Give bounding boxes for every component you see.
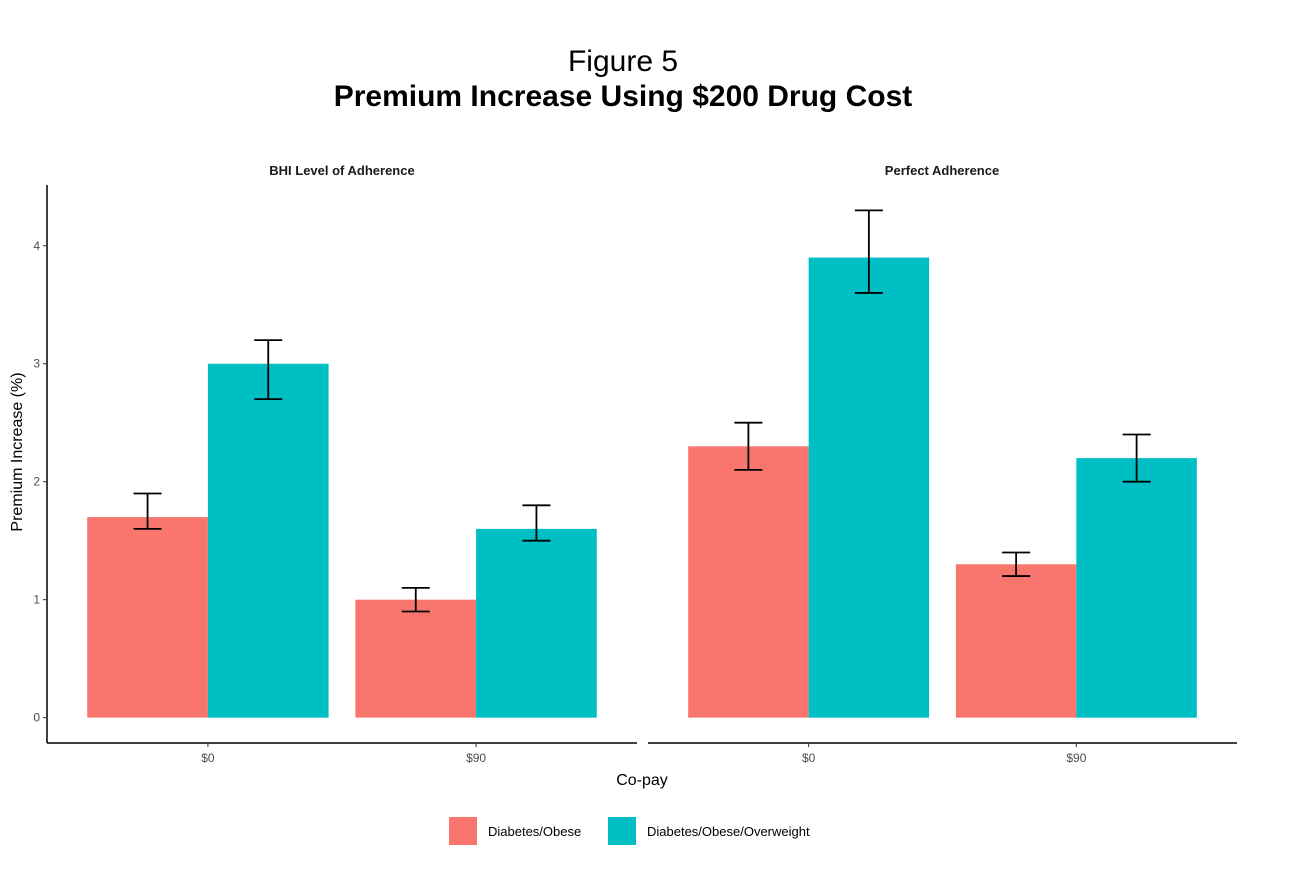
x-tick-label-0-0: $0 <box>201 751 215 765</box>
bar-0-0-1 <box>207 363 329 718</box>
y-tick-label-0: 0 <box>33 711 40 725</box>
y-tick-label-1: 1 <box>33 593 40 607</box>
y-tick-label-4: 4 <box>33 239 40 253</box>
chart-subtitle: Premium Increase Using $200 Drug Cost <box>334 80 913 113</box>
legend-swatch-0 <box>449 817 477 845</box>
x-axis-label: Co-pay <box>616 772 668 789</box>
x-tick-label-1-1: $90 <box>1066 751 1086 765</box>
bar-1-0-0 <box>688 446 809 718</box>
bar-0-0-0 <box>87 517 208 718</box>
legend-swatch-1 <box>608 817 636 845</box>
y-tick-label-3: 3 <box>33 357 40 371</box>
facet-label-1: Perfect Adherence <box>885 163 999 178</box>
bar-0-1-0 <box>355 599 477 718</box>
bar-1-1-0 <box>955 564 1077 718</box>
y-tick-label-2: 2 <box>33 475 40 489</box>
bar-0-1-1 <box>476 528 597 718</box>
y-axis-label: Premium Increase (%) <box>9 372 26 531</box>
facet-label-0: BHI Level of Adherence <box>269 163 414 178</box>
bar-1-1-1 <box>1076 458 1197 718</box>
bar-1-0-1 <box>808 257 930 718</box>
x-tick-label-0-1: $90 <box>466 751 486 765</box>
legend-label-1: Diabetes/Obese/Overweight <box>647 824 810 839</box>
chart-title: Figure 5 <box>568 45 678 78</box>
x-tick-label-1-0: $0 <box>802 751 816 765</box>
legend-label-0: Diabetes/Obese <box>488 824 581 839</box>
legend: Diabetes/Obese Diabetes/Obese/Overweight <box>449 817 810 845</box>
